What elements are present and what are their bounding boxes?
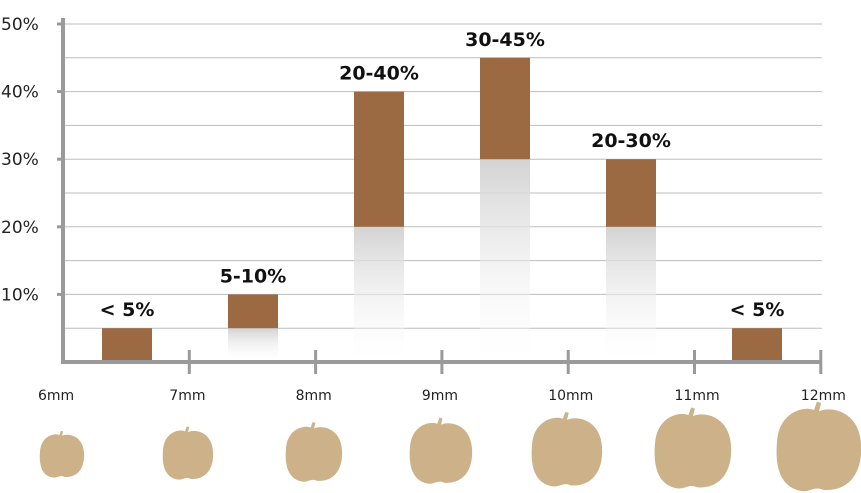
chickpea-shape (776, 401, 861, 492)
data-labels: < 5% 5-10% 20-40% 30-45% 20-30% < 5% (100, 29, 785, 321)
x-tick-label: 12mm (801, 388, 846, 404)
bars (102, 57, 782, 360)
bar-range (354, 91, 404, 227)
x-tick-label: 7mm (169, 388, 205, 404)
chickpea-6mm-icon (39, 430, 85, 478)
y-tick-label: 20% (1, 218, 39, 238)
bar-fade (480, 159, 530, 360)
x-tick-label: 11mm (675, 388, 720, 404)
chickpea-8mm-icon (285, 422, 343, 482)
bar-fade (606, 226, 656, 360)
chickpea-7mm-icon (162, 426, 214, 480)
chickpea-9mm-icon (409, 417, 473, 484)
data-label: 20-30% (591, 130, 671, 152)
x-tick-label: 10mm (548, 388, 593, 404)
y-tick-label: 10% (1, 285, 39, 305)
data-label: 5-10% (220, 265, 287, 287)
y-tick-label: 50% (1, 15, 39, 35)
chickpea-shape (39, 430, 85, 478)
chickpea-shape (531, 411, 603, 487)
x-tick-label: 6mm (38, 388, 74, 404)
bar-range (732, 328, 782, 360)
chickpea-12mm-icon (776, 401, 861, 492)
chickpea-shape (285, 422, 343, 482)
bar-range (102, 328, 152, 360)
gridlines (63, 23, 822, 329)
bar-range (606, 159, 656, 227)
data-label: 30-45% (465, 29, 545, 51)
chickpea-shape (654, 407, 732, 489)
x-tick-label: 9mm (422, 388, 458, 404)
bar-fade (228, 328, 278, 360)
data-label: 20-40% (339, 63, 419, 85)
bar-range (228, 294, 278, 329)
chickpea-icons (39, 401, 861, 492)
data-label: < 5% (100, 299, 155, 321)
bar-range (480, 57, 530, 160)
y-tick-label: 30% (1, 150, 39, 170)
chickpea-10mm-icon (531, 411, 603, 487)
chickpea-shape (409, 417, 473, 484)
chickpea-shape (162, 426, 214, 480)
x-tick-label: 8mm (296, 388, 332, 404)
data-label: < 5% (730, 299, 785, 321)
bar-fade (354, 226, 404, 360)
axes: 10% 20% 30% 40% 50% 6mm 7mm 8mm 9mm 10mm 11mm 12mm (1, 15, 846, 404)
chickpea-11mm-icon (654, 407, 732, 489)
y-tick-label: 40% (1, 83, 39, 103)
